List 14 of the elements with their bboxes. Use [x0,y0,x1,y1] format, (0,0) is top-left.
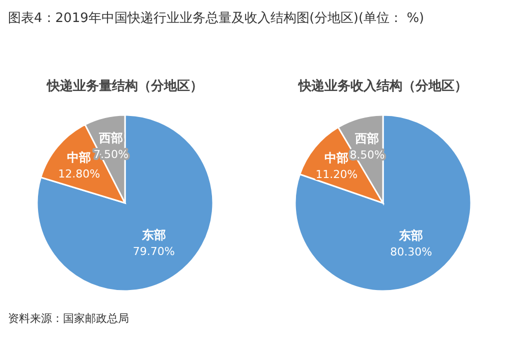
slice-label: 中部 [324,151,349,166]
slice-label: 西部 [98,130,124,145]
slice-label: 东部 [140,228,166,242]
slice-label: 中部 [67,150,92,165]
slice-label: 西部 [354,131,380,146]
chart-subtitle: 快递业务量结构（分地区） [46,78,203,94]
data-label: 12.80% [58,168,100,181]
data-label: 79.70% [132,244,175,258]
slice-label: 东部 [398,228,424,242]
text: 资料来源：国家邮政总局 [8,312,129,325]
data-label: 11.20% [316,168,358,182]
chart-title: 快递业务收入结构（分地区） [298,78,468,94]
data-label: 80.30% [390,245,432,258]
chart-title: 图表4：2019年中国快递行业业务总量及收入结构图(分地区)(单位： %) [8,11,424,26]
